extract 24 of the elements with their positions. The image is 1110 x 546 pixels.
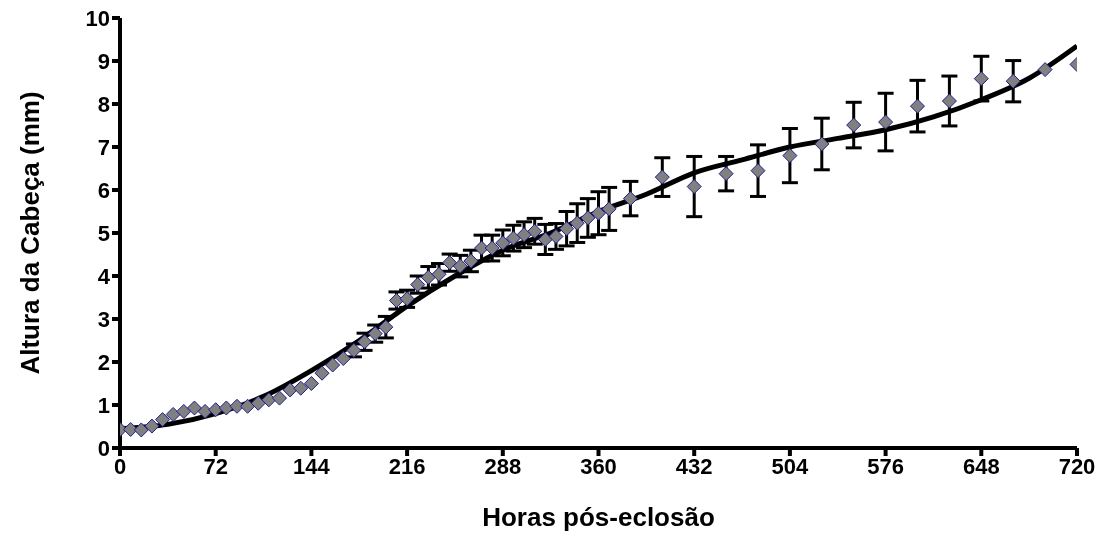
y-tick-label: 2	[97, 349, 110, 375]
y-tick-label: 5	[97, 220, 110, 246]
x-tick-label: 72	[203, 453, 228, 479]
x-tick-label: 576	[867, 453, 904, 479]
x-tick-label: 144	[293, 453, 331, 479]
y-axis-title: Altura da Cabeça (mm)	[15, 91, 46, 375]
x-tick-label: 0	[113, 453, 127, 479]
x-tick-label: 216	[388, 453, 426, 479]
y-tick-label: 3	[97, 306, 110, 332]
x-tick-label: 720	[1058, 453, 1096, 479]
y-tick-label: 9	[97, 48, 110, 74]
y-tick-label: 0	[97, 435, 110, 461]
y-tick-label: 7	[97, 134, 110, 160]
y-tick-label: 6	[97, 177, 110, 203]
y-tick-label: 1	[97, 392, 110, 418]
x-tick-label: 648	[962, 453, 1000, 479]
y-tick-label: 8	[97, 91, 110, 117]
x-tick-label: 504	[771, 453, 810, 479]
y-tick-label: 10	[85, 5, 110, 31]
x-tick-label: 432	[675, 453, 713, 479]
x-axis-title: Horas pós-eclosão	[482, 502, 715, 532]
x-tick-label: 288	[484, 453, 522, 479]
x-tick-label: 360	[580, 453, 617, 479]
y-tick-label: 4	[97, 263, 111, 289]
